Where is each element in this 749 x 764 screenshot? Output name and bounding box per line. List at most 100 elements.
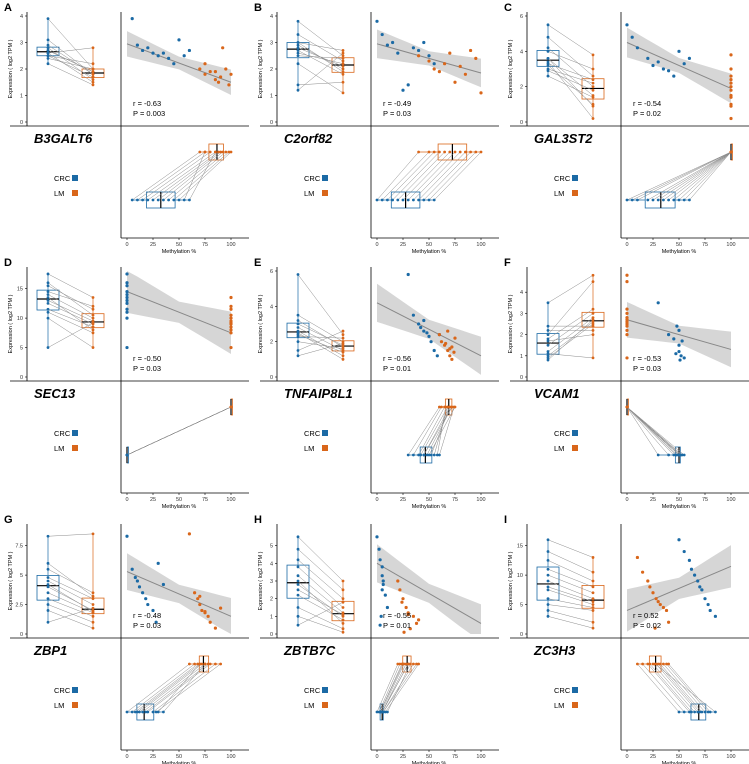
pair-line — [297, 330, 344, 351]
scatter-point-crc — [381, 579, 385, 583]
meth-point-lm — [453, 150, 457, 154]
x-tick-label: 50 — [426, 497, 432, 503]
scatter-point-lm — [458, 64, 462, 68]
meth-point-crc — [630, 198, 634, 202]
scatter-point-lm — [729, 104, 733, 108]
scatter-point-crc — [682, 62, 686, 66]
scatter-point-lm — [664, 608, 669, 613]
scatter-point-crc — [133, 575, 137, 580]
box-point-lm — [591, 95, 595, 99]
box-point-lm — [91, 610, 95, 614]
box-point-lm — [91, 594, 95, 598]
meth-point-crc — [698, 710, 702, 714]
scatter-point-crc — [161, 582, 165, 587]
pair-line — [297, 55, 344, 59]
scatter-point-lm — [729, 116, 733, 121]
box-point-crc — [296, 614, 300, 618]
box-point-lm — [341, 64, 345, 68]
pair-line — [547, 334, 594, 342]
box-point-lm — [341, 627, 345, 631]
correlation-p: P = 0.02 — [633, 109, 661, 118]
meth-point-lm — [636, 662, 639, 666]
box-point-crc — [546, 567, 550, 571]
meth-point-crc — [375, 198, 379, 202]
y-axis-label: Expression ( log2 TPM ) — [508, 551, 514, 610]
box-point-crc — [546, 324, 550, 328]
pair-line — [297, 34, 344, 62]
meth-point-crc — [391, 198, 394, 202]
scatter-point-crc — [146, 602, 150, 607]
box-point-lm — [91, 626, 95, 630]
legend-swatch-lm — [322, 702, 328, 708]
gene-name: ZBP1 — [33, 643, 67, 658]
meth-box-crc — [644, 191, 676, 209]
pair-line — [47, 273, 94, 298]
scatter-point-crc — [379, 614, 383, 618]
meth-pair-line — [668, 151, 732, 201]
meth-point-crc — [156, 198, 160, 202]
pair-line — [297, 320, 344, 348]
scatter-point-crc — [429, 340, 433, 344]
box-point-crc — [46, 346, 50, 349]
scatter-point-lm — [396, 579, 400, 583]
box-point-lm — [91, 83, 95, 87]
box-point-lm — [91, 72, 95, 76]
meth-point-lm — [198, 662, 202, 666]
scatter-point-crc — [682, 356, 686, 360]
meth-pair-line — [413, 406, 442, 456]
scatter-point-crc — [696, 579, 700, 583]
box-point-lm — [341, 579, 345, 583]
meth-point-crc — [693, 710, 696, 714]
box-point-crc — [46, 46, 50, 50]
pair-line — [47, 50, 94, 72]
meth-point-crc — [188, 198, 191, 202]
box-point-lm — [341, 630, 345, 634]
pair-line — [47, 586, 94, 611]
scatter-point-lm — [658, 602, 662, 607]
meth-point-lm — [662, 662, 665, 666]
scatter-point-crc — [427, 334, 431, 338]
meth-pair-line — [642, 663, 685, 713]
box-point-lm — [591, 117, 595, 120]
box-point-lm — [341, 91, 345, 95]
box-point-crc — [546, 337, 550, 341]
box-point-crc — [46, 591, 50, 595]
scatter-point-lm — [229, 313, 233, 317]
pair-line — [297, 536, 344, 582]
box-point-crc — [296, 273, 300, 276]
x-tick-label: 0 — [625, 754, 628, 760]
meth-point-crc — [667, 198, 670, 202]
x-tick-label: 100 — [726, 242, 735, 248]
box-point-crc — [296, 606, 300, 609]
scatter-point-lm — [432, 67, 436, 71]
legend-label-crc: CRC — [54, 429, 71, 438]
meth-pair-line — [426, 406, 453, 456]
pair-line — [547, 539, 594, 558]
y-tick-label: 4 — [270, 14, 273, 20]
pair-line — [47, 317, 94, 348]
box-point-lm — [591, 88, 595, 92]
box-point-crc — [46, 281, 50, 285]
meth-point-crc — [167, 198, 171, 202]
box-point-lm — [591, 356, 595, 360]
scatter-point-crc — [419, 325, 423, 330]
scatter-point-lm — [229, 72, 233, 76]
meth-point-lm — [404, 662, 408, 666]
meth-pair-line — [158, 663, 200, 713]
scatter-point-lm — [453, 80, 457, 84]
scatter-point-lm — [227, 83, 231, 87]
meth-pair-line — [668, 663, 711, 713]
x-axis-label: Methylation % — [412, 504, 447, 510]
meth-point-crc — [703, 710, 707, 714]
scatter-point-crc — [432, 62, 436, 66]
scatter-point-crc — [383, 593, 387, 597]
meth-point-crc — [625, 198, 629, 202]
pair-line — [47, 282, 94, 316]
x-tick-label: 50 — [676, 754, 682, 760]
panel-label: E — [254, 257, 261, 269]
box-point-crc — [46, 54, 50, 58]
box-point-crc — [546, 23, 550, 27]
meth-point-crc — [432, 198, 436, 202]
legend-label-lm: LM — [54, 189, 64, 198]
